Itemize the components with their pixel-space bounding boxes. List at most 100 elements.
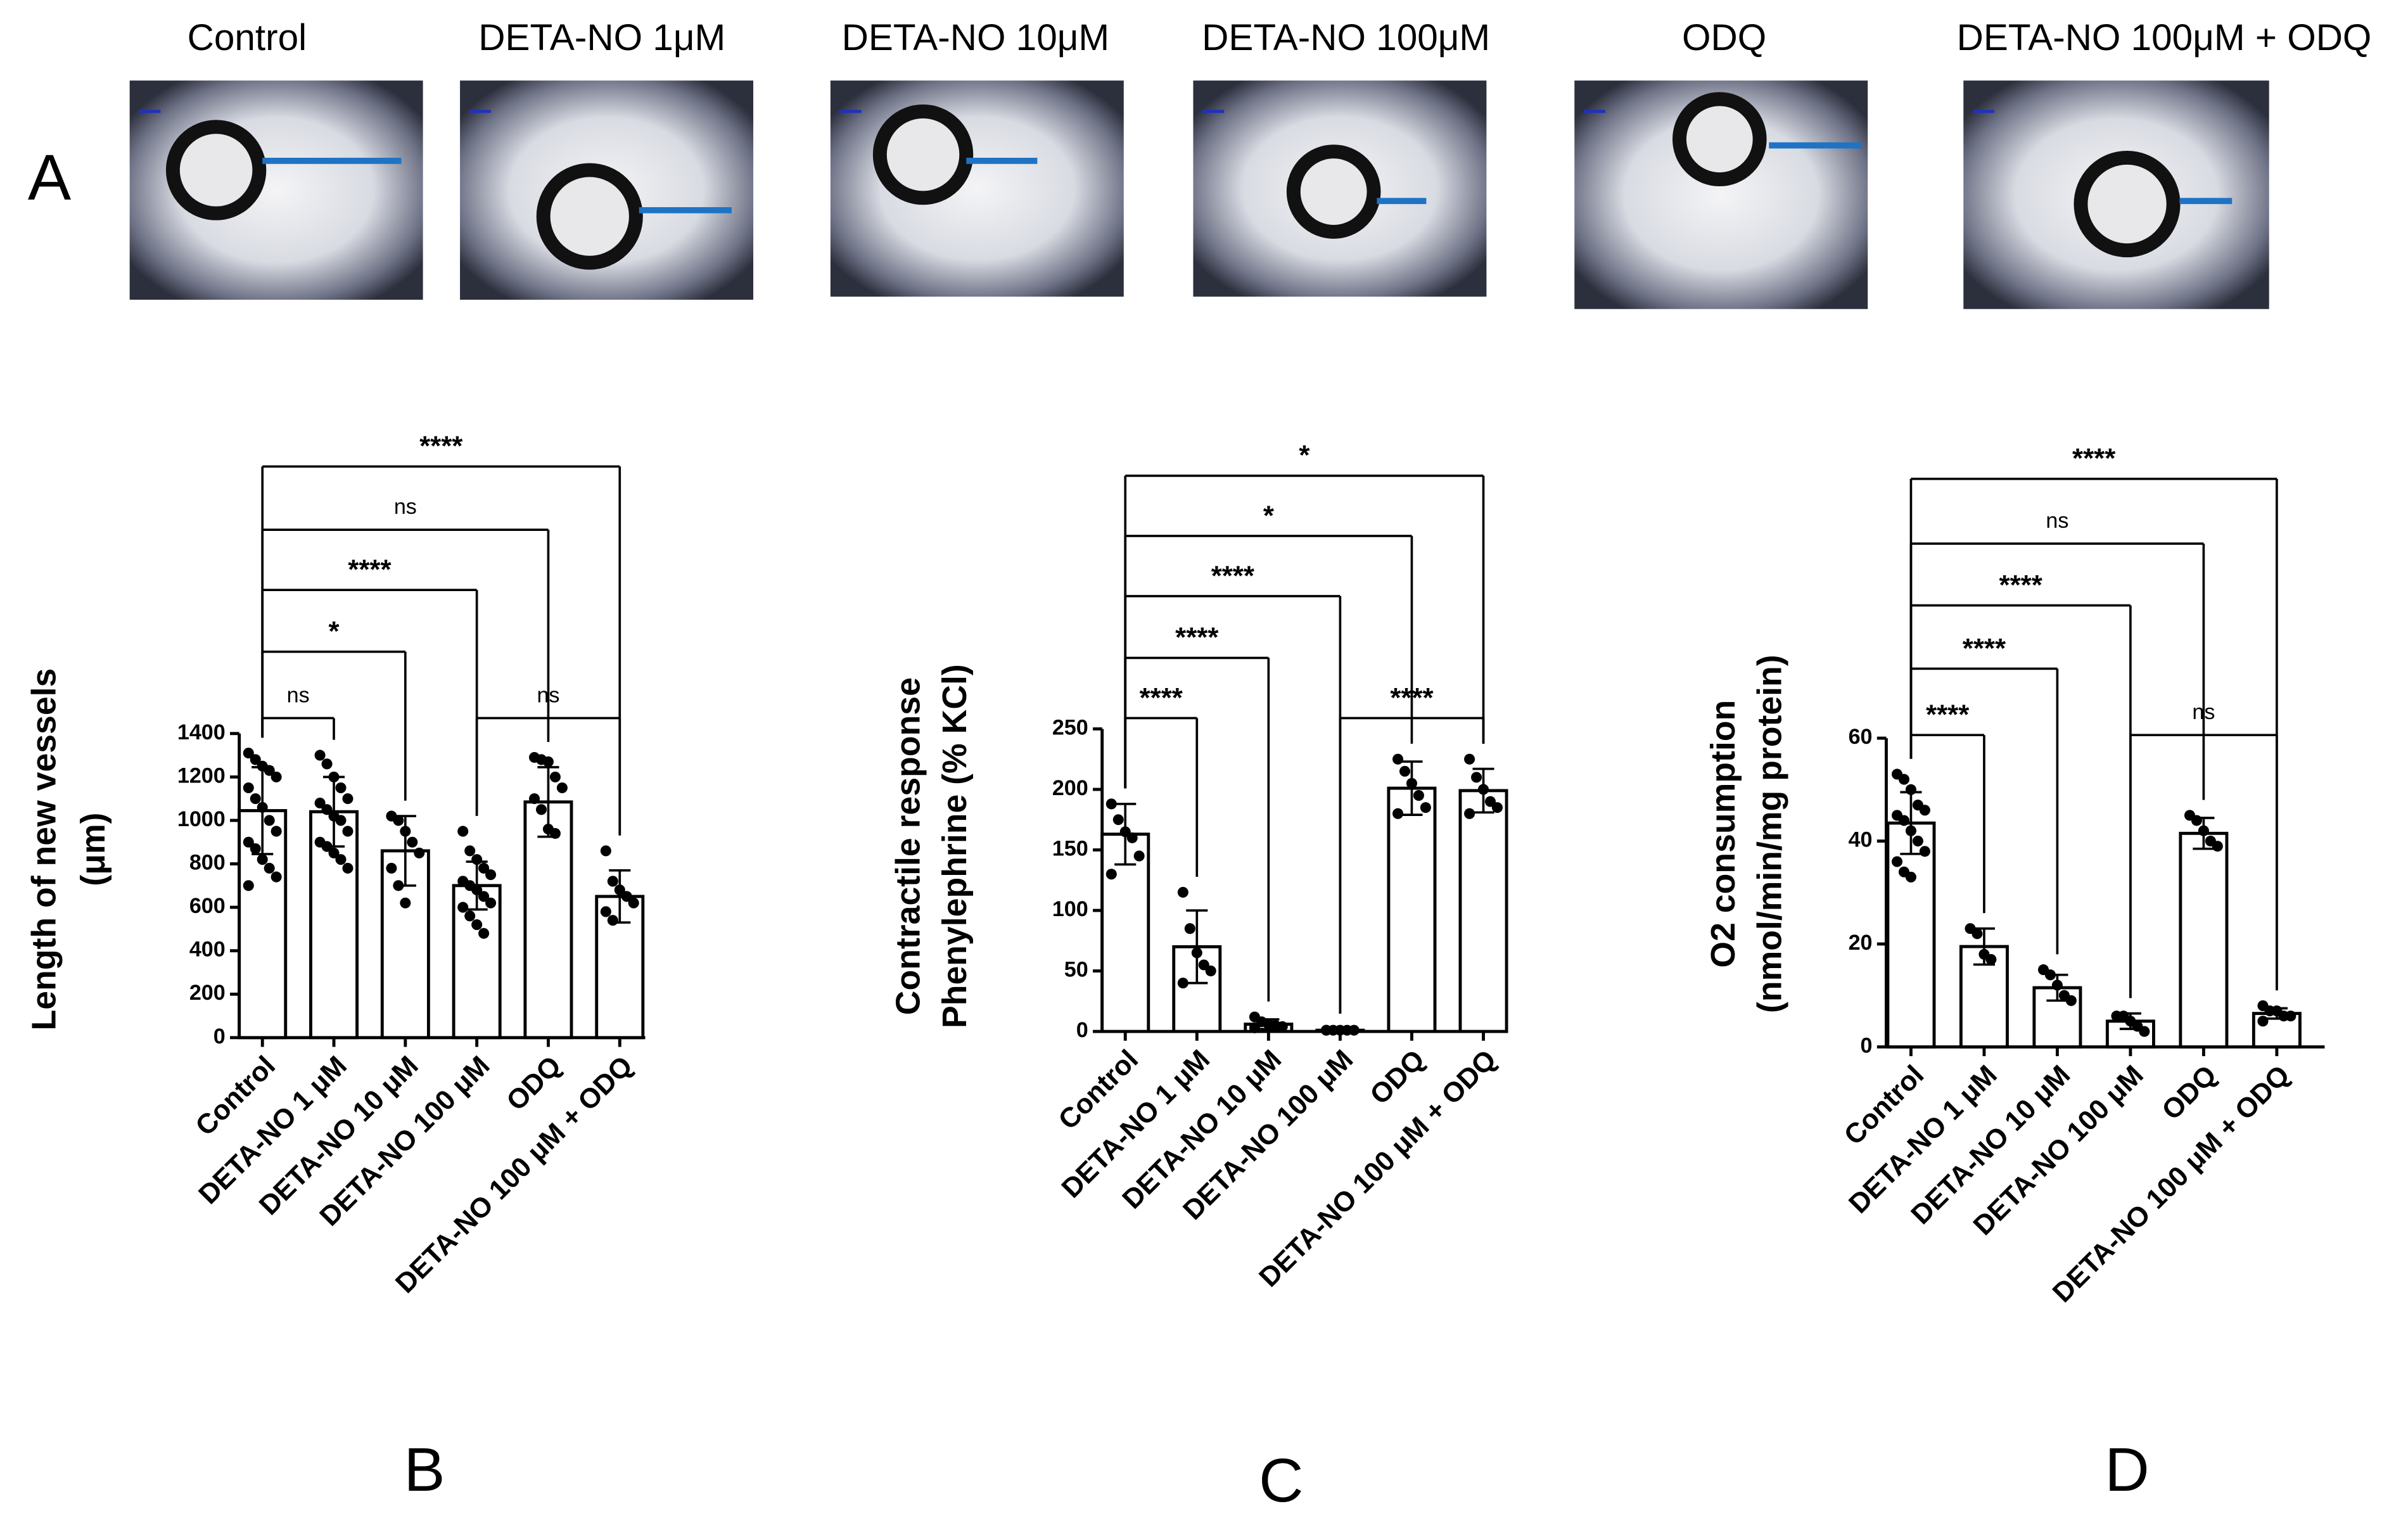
data-point: [1484, 796, 1496, 807]
data-point: [1249, 1022, 1260, 1033]
y-tick-label: 1200: [177, 763, 226, 788]
y-tick-label: 1400: [177, 720, 226, 744]
data-point: [243, 836, 254, 848]
data-point: [1205, 966, 1216, 977]
data-point: [1177, 978, 1188, 989]
y-tick-label: 0: [1861, 1033, 1873, 1057]
data-point: [628, 897, 639, 909]
significance-label: ****: [1926, 699, 1970, 730]
y-tick-label: 20: [1849, 931, 1873, 955]
bar: [2179, 831, 2229, 1049]
bar: [1458, 789, 1508, 1033]
data-point: [2212, 841, 2223, 852]
data-point: [529, 793, 540, 805]
data-point: [535, 804, 547, 815]
significance-label: ****: [1999, 570, 2043, 601]
bar: [1886, 821, 1936, 1049]
y-axis-label: Length of new vessels: [25, 668, 63, 1031]
vessel-ring: [1672, 92, 1767, 187]
data-point: [342, 826, 354, 837]
data-point: [2285, 1011, 2297, 1022]
data-point: [621, 891, 632, 902]
data-point: [478, 862, 490, 874]
y-tick-label: 800: [189, 851, 226, 875]
data-point: [407, 836, 418, 848]
data-point: [257, 801, 268, 813]
bar: [1959, 945, 2009, 1049]
data-point: [457, 902, 469, 913]
data-point: [264, 765, 275, 776]
data-point: [264, 862, 275, 874]
data-point: [414, 847, 425, 858]
data-point: [457, 826, 469, 837]
data-point: [393, 880, 404, 891]
data-point: [1972, 928, 1983, 940]
data-point: [485, 869, 497, 881]
significance-label: ****: [1963, 633, 2006, 664]
data-point: [1320, 1024, 1332, 1036]
data-point: [335, 815, 347, 826]
data-point: [314, 749, 326, 761]
y-tick-label: 60: [1849, 725, 1873, 749]
data-point: [2257, 1016, 2269, 1027]
data-point: [1985, 954, 1997, 965]
data-point: [342, 862, 354, 874]
data-point: [1471, 772, 1482, 783]
data-point: [485, 897, 497, 909]
y-tick-label: 400: [189, 938, 226, 962]
data-point: [556, 782, 568, 794]
data-point: [2044, 969, 2056, 981]
significance-label: *: [1263, 500, 1275, 531]
data-point: [335, 854, 347, 865]
data-point: [1420, 802, 1431, 813]
image-caption: DETA-NO 1μM: [478, 17, 725, 58]
vessel-ring: [872, 104, 974, 205]
y-tick-label: 40: [1849, 828, 1873, 852]
data-point: [1105, 869, 1117, 880]
data-point: [321, 758, 333, 770]
significance-label: ****: [1175, 622, 1219, 653]
data-point: [1912, 836, 1923, 847]
image-caption: Control: [188, 17, 307, 58]
data-point: [1898, 774, 1909, 785]
y-tick-label: 50: [1064, 958, 1088, 982]
data-point: [2139, 1026, 2150, 1037]
bar: [1100, 832, 1150, 1033]
bar: [1172, 945, 1222, 1033]
data-point: [314, 797, 326, 809]
data-point: [243, 782, 254, 794]
data-point: [607, 915, 618, 926]
data-point: [328, 771, 340, 782]
y-axis-label: (μm): [74, 812, 112, 886]
data-point: [1184, 923, 1195, 934]
data-point: [1464, 753, 1475, 765]
significance-label: ****: [1140, 682, 1183, 713]
data-point: [386, 862, 397, 874]
data-point: [1119, 826, 1131, 838]
data-point: [2051, 979, 2063, 991]
y-tick-label: 200: [189, 981, 226, 1005]
data-point: [600, 906, 611, 917]
data-point: [342, 793, 354, 805]
data-point: [1905, 784, 1916, 795]
data-point: [1464, 808, 1475, 819]
data-point: [607, 876, 618, 887]
panel-label: C: [1259, 1446, 1303, 1515]
data-point: [549, 827, 561, 839]
data-point: [271, 771, 282, 782]
data-point: [1177, 886, 1188, 898]
significance-label: ns: [2046, 509, 2068, 533]
y-tick-label: 150: [1052, 837, 1088, 861]
data-point: [1105, 798, 1117, 810]
significance-label: ****: [1390, 682, 1434, 713]
data-point: [1112, 814, 1124, 826]
data-point: [1491, 802, 1503, 813]
data-point: [2198, 825, 2209, 836]
data-point: [321, 841, 333, 852]
data-point: [549, 771, 561, 782]
data-point: [1406, 777, 1417, 789]
image-caption: DETA-NO 10μM: [842, 17, 1109, 58]
data-point: [2191, 815, 2202, 826]
y-axis-label: (nmol/min/mg protein): [1750, 654, 1788, 1013]
data-point: [1348, 1024, 1360, 1036]
